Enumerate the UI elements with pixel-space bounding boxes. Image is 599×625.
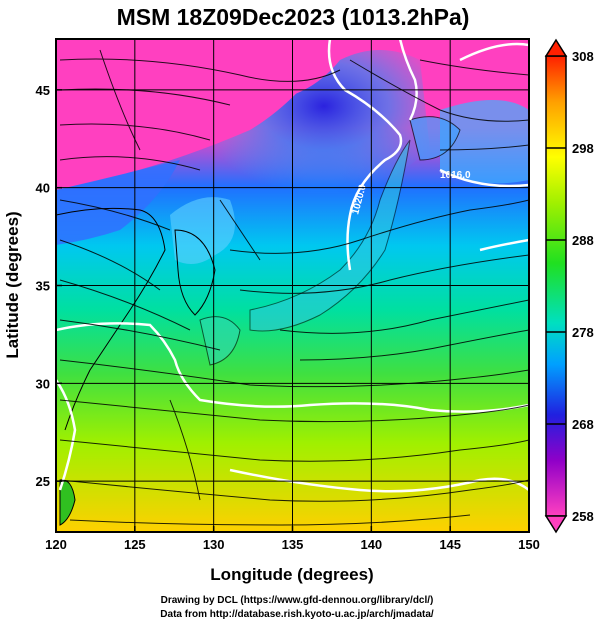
- y-tick-label: 25: [36, 474, 50, 489]
- credit-drawing: Drawing by DCL (https://www.gfd-dennou.o…: [161, 595, 434, 606]
- colorbar-tick-label: 278: [572, 325, 594, 340]
- x-tick-label: 140: [360, 537, 382, 552]
- colorbar-tick-label: 258: [572, 509, 594, 524]
- y-axis-ticks: 25 30 35 40 45: [36, 83, 62, 489]
- x-tick-label: 145: [439, 537, 461, 552]
- colorbar-tick-label: 298: [572, 141, 594, 156]
- colorbar-ticks: 258 268 278 288 298 308: [546, 49, 594, 524]
- colorbar-tick-label: 288: [572, 233, 594, 248]
- colorbar-top-extend: [544, 38, 568, 57]
- y-axis-title: Latitude (degrees): [3, 211, 22, 358]
- map-grid: [56, 39, 529, 532]
- colorbar-tick-label: 308: [572, 49, 594, 64]
- x-tick-label: 150: [518, 537, 540, 552]
- colorbar-body: [545, 55, 567, 517]
- y-tick-label: 35: [36, 279, 50, 294]
- y-tick-label: 30: [36, 376, 50, 391]
- x-tick-label: 130: [203, 537, 225, 552]
- x-axis-title: Longitude (degrees): [210, 565, 373, 584]
- x-tick-label: 135: [282, 537, 304, 552]
- contour-label-1016: 1016.0: [440, 170, 471, 181]
- y-tick-label: 45: [36, 83, 50, 98]
- chart-title: MSM 18Z09Dec2023 (1013.2hPa): [117, 4, 470, 30]
- y-tick-label: 40: [36, 181, 50, 196]
- x-tick-label: 125: [124, 537, 146, 552]
- x-axis-ticks: 120 125 130 135 140 145 150: [45, 526, 540, 552]
- x-tick-label: 120: [45, 537, 67, 552]
- credit-data: Data from http://database.rish.kyoto-u.a…: [160, 609, 434, 620]
- colorbar-bottom-extend: [544, 515, 568, 534]
- colorbar-tick-label: 268: [572, 417, 594, 432]
- colorbar: 258 268 278 288 298 308: [544, 38, 594, 534]
